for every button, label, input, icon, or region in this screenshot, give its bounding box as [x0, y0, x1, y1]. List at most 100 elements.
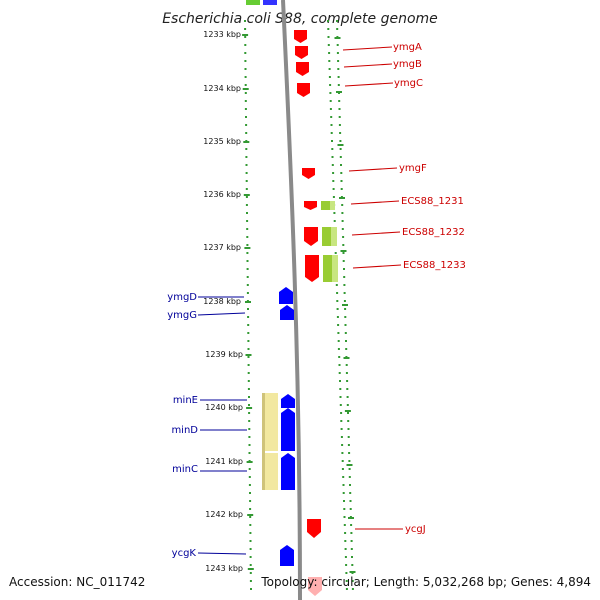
track-dot	[331, 148, 334, 150]
track-dot	[249, 572, 252, 574]
operon-block-edge	[262, 393, 265, 490]
gene-label-ymgC[interactable]: ymgC	[394, 78, 423, 89]
track-major-tick	[346, 464, 353, 466]
track-major-tick	[243, 141, 250, 143]
gene-label-ycgJ[interactable]: ycgJ	[405, 524, 426, 535]
track-dot	[246, 236, 249, 238]
gene-label-minE[interactable]: minE	[173, 395, 198, 406]
track-dot	[338, 372, 341, 374]
track-dot	[344, 308, 347, 310]
track-dot	[246, 276, 249, 278]
kbp-label: 1238 kbp	[203, 297, 241, 306]
reverse-gene-labels: ymgD ymgG minE minD minC ycgK	[167, 292, 247, 559]
track-dot	[327, 28, 330, 30]
gene-ycgK[interactable]	[280, 545, 294, 566]
leader-line	[348, 167, 398, 172]
track-dot	[344, 332, 347, 334]
gene-label-ymgF[interactable]: ymgF	[399, 163, 427, 174]
track-dot	[331, 156, 334, 158]
track-major-tick	[243, 194, 250, 196]
track-dot	[329, 92, 332, 94]
gene-minD[interactable]	[281, 408, 295, 451]
gene-label-ymgA[interactable]: ymgA	[393, 42, 422, 53]
gene-ECS88_1231[interactable]	[304, 201, 317, 210]
track-dot	[246, 244, 249, 246]
track-dot	[245, 132, 248, 134]
gene-ymgA[interactable]	[294, 30, 307, 43]
track-dot	[340, 436, 343, 438]
track-dot	[337, 340, 340, 342]
track-dot	[244, 76, 247, 78]
gene-label-minC[interactable]: minC	[172, 464, 198, 475]
track-dot	[327, 20, 329, 22]
track-major-tick	[247, 514, 254, 516]
gene-ymgC-2[interactable]	[297, 83, 310, 97]
track-dot	[339, 388, 342, 390]
track-dot	[347, 412, 349, 414]
gene-ymgC[interactable]	[296, 62, 309, 76]
track-dot	[349, 484, 351, 486]
gene-ymgG[interactable]	[280, 305, 294, 320]
gene-minC[interactable]	[281, 453, 295, 490]
track-dot	[332, 172, 335, 174]
gene-label-ymgG[interactable]: ymgG	[167, 310, 197, 321]
top-blue-block	[263, 0, 277, 5]
leader-line	[197, 312, 246, 316]
gene-ymgB[interactable]	[295, 46, 308, 59]
gene-ycgJ[interactable]	[307, 519, 321, 538]
reverse-genes	[279, 287, 295, 566]
track-dot	[338, 356, 341, 358]
gene-ymgF[interactable]	[302, 168, 315, 179]
track-dot	[350, 524, 353, 526]
track-dot	[345, 348, 348, 350]
kbp-label: 1234 kbp	[203, 84, 241, 93]
track-major-tick	[245, 354, 252, 356]
track-dot	[248, 420, 251, 422]
track-dot	[345, 364, 348, 366]
track-dot	[347, 420, 350, 422]
track-dot	[351, 556, 353, 558]
gene-ECS88_1233[interactable]	[305, 255, 319, 282]
track-dot	[246, 260, 249, 262]
track-dot	[244, 28, 247, 30]
gene-ymgD[interactable]	[279, 287, 293, 304]
track-dot	[340, 180, 343, 182]
track-dot	[337, 84, 340, 86]
track-dot	[329, 108, 332, 110]
gene-label-ycgK[interactable]: ycgK	[172, 548, 197, 559]
track-dot	[328, 76, 331, 78]
track-dot	[337, 60, 340, 62]
track-dot	[343, 276, 346, 278]
gene-label-ymgD[interactable]: ymgD	[167, 292, 197, 303]
track-dot	[348, 460, 351, 462]
gene-label-ymgB[interactable]: ymgB	[393, 59, 422, 70]
genome-backbone	[281, 0, 302, 600]
track-major-tick	[342, 304, 348, 306]
leader-line	[197, 552, 247, 555]
track-dot	[329, 100, 332, 102]
gene-label-ECS88_1233[interactable]: ECS88_1233	[403, 260, 466, 271]
track-major-tick	[246, 461, 253, 463]
leader-line	[343, 63, 393, 68]
track-dot	[342, 260, 345, 262]
track-dot	[248, 396, 250, 398]
kbp-label: 1243 kbp	[205, 564, 243, 573]
track-major-tick	[336, 91, 342, 93]
track-dot	[249, 564, 252, 566]
gene-label-ECS88_1231[interactable]: ECS88_1231	[401, 196, 464, 207]
track-dot	[244, 100, 247, 102]
track-dot	[348, 468, 351, 470]
gene-ECS88_1232[interactable]	[304, 227, 318, 246]
track-dot	[345, 372, 348, 374]
track-dot	[246, 228, 249, 230]
track-dot	[244, 68, 247, 70]
track-dot	[331, 140, 333, 142]
gene-label-minD[interactable]: minD	[171, 425, 198, 436]
track-dot	[244, 108, 247, 110]
track-dot	[244, 84, 247, 86]
gene-minE[interactable]	[281, 394, 295, 408]
track-dot	[333, 212, 336, 214]
track-dot	[339, 140, 342, 142]
gene-label-ECS88_1232[interactable]: ECS88_1232	[402, 227, 465, 238]
